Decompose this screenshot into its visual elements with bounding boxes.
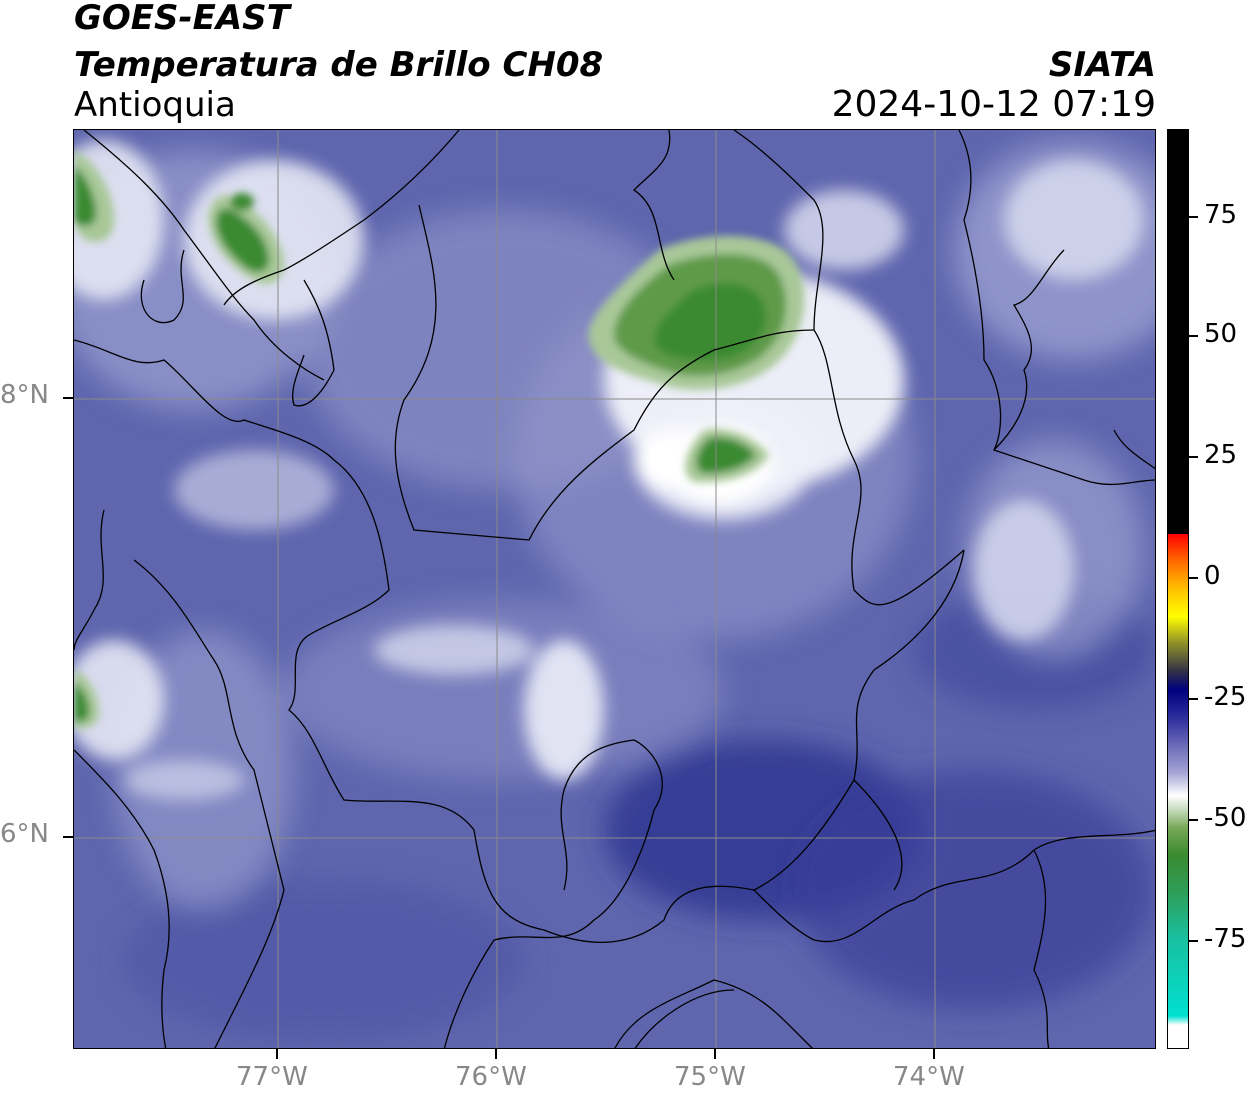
colorbar-tick	[1189, 216, 1198, 218]
lon-tick	[495, 1049, 497, 1059]
title-region: Antioquia	[74, 85, 236, 125]
lon-label-75w: 75°W	[674, 1062, 746, 1092]
cold-cloud-tops	[74, 150, 805, 729]
map-panel	[73, 129, 1156, 1049]
colorbar-tick	[1189, 456, 1198, 458]
colorbar-label-minus-75: -75	[1204, 924, 1247, 954]
colorbar-label-75: 75	[1204, 200, 1238, 230]
title-product: Temperatura de Brillo CH08	[74, 45, 604, 85]
datetime-stamp: 2024-10-12 07:19	[831, 84, 1156, 125]
colorbar-label-0: 0	[1204, 561, 1221, 591]
gridlines	[74, 130, 1155, 1048]
lat-label-8n: 8°N	[0, 380, 49, 410]
boundary-lines	[74, 130, 1155, 1048]
brand-label: SIATA	[1048, 45, 1156, 85]
colorbar-tick	[1189, 940, 1198, 942]
lon-label-77w: 77°W	[236, 1062, 308, 1092]
lon-tick	[276, 1049, 278, 1059]
colorbar-tick	[1189, 698, 1198, 700]
lat-label-6n: 6°N	[0, 819, 49, 849]
dark-regions	[124, 590, 1154, 1040]
lon-label-74w: 74°W	[893, 1062, 965, 1092]
colorbar-label-minus-25: -25	[1204, 682, 1247, 712]
lon-tick	[933, 1049, 935, 1059]
lon-label-76w: 76°W	[455, 1062, 527, 1092]
colorbar-tick	[1189, 335, 1198, 337]
colorbar-tick	[1189, 577, 1198, 579]
title-satellite: GOES-EAST	[74, 0, 290, 38]
colorbar-label-minus-50: -50	[1204, 803, 1247, 833]
colorbar	[1167, 129, 1189, 1049]
lon-tick	[714, 1049, 716, 1059]
colorbar-tick	[1189, 819, 1198, 821]
lat-tick	[63, 836, 73, 838]
colorbar-label-25: 25	[1204, 440, 1238, 470]
lat-tick	[63, 397, 73, 399]
brightness-temperature-map	[74, 130, 1155, 1048]
colorbar-gradient	[1168, 130, 1188, 1048]
colorbar-label-50: 50	[1204, 319, 1238, 349]
